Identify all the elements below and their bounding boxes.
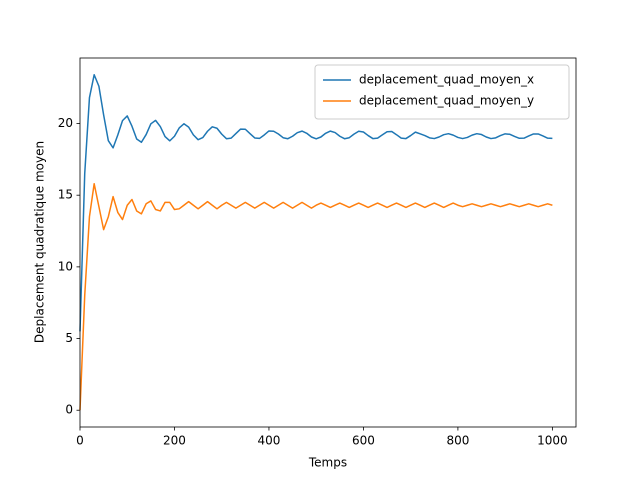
axes-frame bbox=[79, 57, 577, 428]
x-tick-label: 400 bbox=[257, 434, 280, 448]
y-tick-label: 0 bbox=[65, 403, 73, 417]
data-line bbox=[79, 182, 553, 411]
y-tick-label: 5 bbox=[65, 331, 73, 345]
x-tick-label: 600 bbox=[352, 434, 375, 448]
y-tick-label: 10 bbox=[58, 259, 73, 273]
data-line bbox=[79, 74, 553, 332]
x-tick-label: 800 bbox=[446, 434, 469, 448]
y-tick-label: 15 bbox=[58, 188, 73, 202]
y-axis-label: Deplacement quadratique moyen bbox=[33, 141, 47, 343]
y-tick-label: 20 bbox=[58, 116, 73, 130]
x-tick-label: 1000 bbox=[537, 434, 568, 448]
x-tick-label: 0 bbox=[76, 434, 84, 448]
x-tick-label: 200 bbox=[163, 434, 186, 448]
x-axis-label: Temps bbox=[308, 456, 347, 470]
legend-label: deplacement_quad_moyen_x bbox=[359, 73, 534, 87]
legend-box bbox=[314, 64, 570, 120]
legend-label: deplacement_quad_moyen_y bbox=[359, 94, 534, 108]
